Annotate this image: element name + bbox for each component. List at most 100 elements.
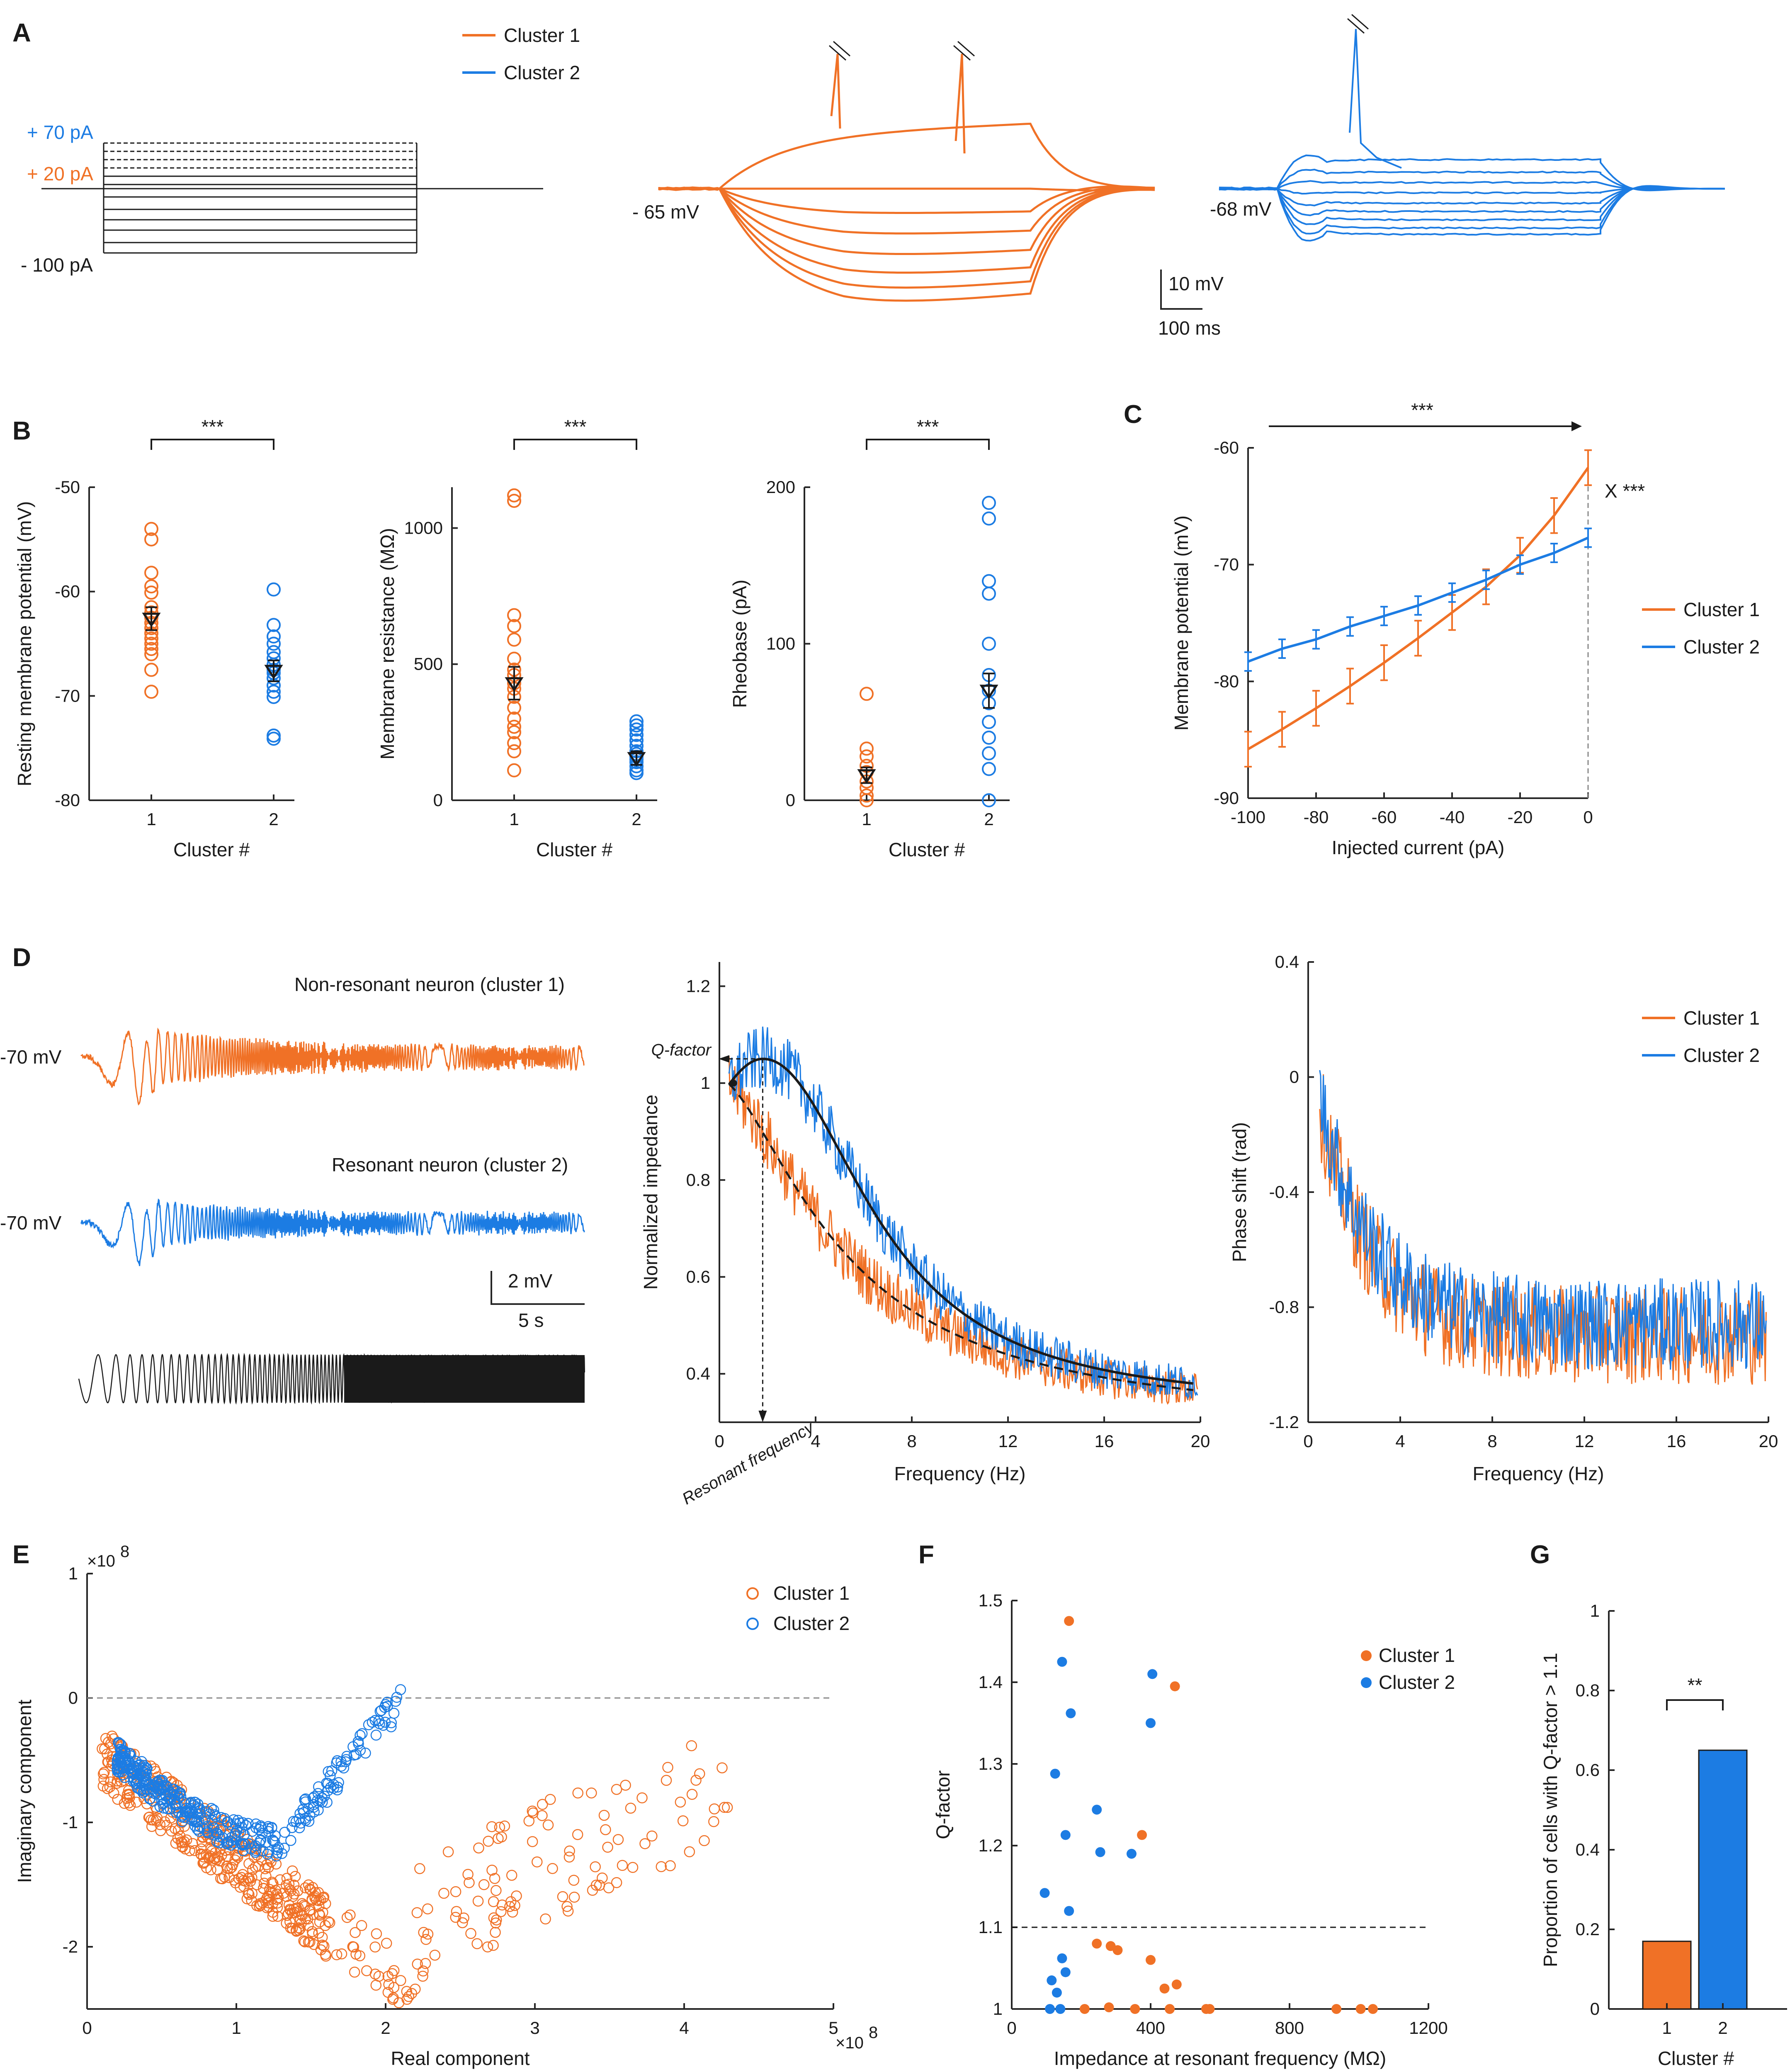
cluster1-point [489, 1873, 500, 1884]
cluster2-point [234, 1817, 245, 1829]
cluster2-point [312, 1788, 324, 1799]
cluster1-point [496, 1831, 507, 1843]
cluster1-point [316, 1931, 328, 1943]
error-bar [1414, 595, 1422, 616]
cluster2-point [308, 1791, 320, 1802]
cluster2-point [288, 1816, 299, 1827]
cluster1-point [675, 1796, 686, 1808]
data-point [267, 685, 281, 699]
cluster1-point [121, 1789, 133, 1800]
cluster1-point [561, 1901, 573, 1912]
cluster2-point [206, 1803, 217, 1814]
error-bar [1516, 554, 1524, 575]
cluster1-point [284, 1916, 296, 1928]
cluster1-point [267, 1907, 279, 1918]
cluster1-point [1146, 1955, 1156, 1965]
cluster2-point [271, 1850, 282, 1862]
x-tick-label: 1 [146, 809, 156, 829]
cluster2-point [1055, 2004, 1066, 2014]
cluster1-point [172, 1833, 184, 1844]
cluster1-point [495, 1906, 507, 1917]
cluster1-voltage-traces [658, 41, 1155, 302]
cluster2-trace [1219, 186, 1725, 216]
cluster1-point [304, 1883, 316, 1895]
cluster1-point [694, 1768, 705, 1780]
cluster1-point [305, 1884, 316, 1896]
cluster1-point [289, 1870, 301, 1882]
cluster1-trace [658, 187, 1155, 274]
data-point [267, 629, 281, 644]
cluster1-point [656, 1861, 667, 1873]
x-tick-label: 20 [1759, 1431, 1778, 1451]
cluster1-point [150, 1802, 162, 1813]
x-tick-label: 2 [631, 809, 641, 829]
x-tick-label: 16 [1667, 1431, 1686, 1451]
data-point [144, 636, 158, 651]
data-point [267, 728, 281, 743]
data-point [860, 788, 874, 803]
cluster2-point [1066, 1708, 1076, 1718]
cluster2-point [250, 1822, 262, 1834]
y-tick-label: 0.4 [1275, 952, 1299, 972]
cluster2-point [308, 1806, 320, 1817]
cluster1-point [1355, 2004, 1366, 2014]
data-point [144, 566, 158, 580]
data-point [982, 511, 996, 526]
x-tick-label: 1 [862, 809, 871, 829]
cluster1-point [420, 1934, 432, 1945]
data-point [982, 715, 996, 729]
cluster1-point [281, 1891, 292, 1902]
legend-marker [746, 1618, 759, 1630]
vm-label-cluster2: -68 mV [1210, 198, 1272, 220]
cluster2-point [134, 1759, 146, 1770]
y-tick-label: 1 [68, 1564, 78, 1583]
cluster2-point [116, 1745, 127, 1756]
action-potential [1349, 29, 1402, 169]
data-point [860, 741, 874, 756]
cluster2-point [168, 1783, 179, 1795]
cluster1-point [486, 1821, 498, 1832]
chirp-trace [80, 1198, 585, 1266]
cluster1-point [108, 1788, 119, 1799]
cluster1-point [1159, 1983, 1170, 1994]
y-tick-label: 1.2 [979, 1836, 1003, 1855]
step-label-mid: + 20 pA [27, 163, 93, 185]
error-bar [1414, 619, 1422, 657]
cluster1-point [491, 1885, 502, 1896]
data-point [629, 714, 644, 729]
cluster2-point [299, 1794, 310, 1806]
data-point [507, 651, 521, 666]
cluster1-point [568, 1875, 580, 1886]
data-point [144, 579, 158, 594]
cluster2-point [169, 1799, 181, 1810]
cluster1-point [341, 1912, 353, 1923]
cluster1-point [155, 1825, 166, 1836]
x-axis-label: Injected current (pA) [1332, 837, 1505, 858]
cluster2-point [294, 1822, 305, 1834]
cluster1-point [478, 1879, 490, 1890]
x-tick-label: 3 [530, 2018, 539, 2038]
data-point [982, 746, 996, 760]
cluster1-point [373, 1970, 385, 1982]
x-tick-label: 1 [231, 2018, 241, 2038]
x-tick-label: -80 [1304, 807, 1329, 827]
cluster1-point [1170, 1681, 1180, 1691]
cluster1-point [418, 1965, 429, 1977]
cluster1-point [602, 1841, 613, 1853]
significance-stars: ** [1688, 1674, 1703, 1696]
cluster1-point [262, 1890, 274, 1902]
cluster1-point [287, 1865, 298, 1877]
cluster1-point [267, 1878, 279, 1890]
cluster1-point [482, 1941, 493, 1953]
cluster1-point [203, 1852, 214, 1863]
x-axis-label: Real component [391, 2048, 530, 2069]
y-tick-label: 0.2 [1576, 1919, 1600, 1939]
cluster1-point [205, 1864, 216, 1875]
cluster2-point [138, 1775, 149, 1787]
iv-curve-plot: -100 -80 -60 -40 -20 0 -90 -80 -70 -60 Injected cu… [1171, 399, 1760, 858]
cluster1-point [256, 1854, 267, 1866]
cluster1-point [598, 1810, 610, 1821]
fit-cluster2 [728, 1057, 1193, 1385]
cluster1-point [386, 1968, 398, 1980]
y-axis-label: Q-factor [932, 1770, 954, 1839]
